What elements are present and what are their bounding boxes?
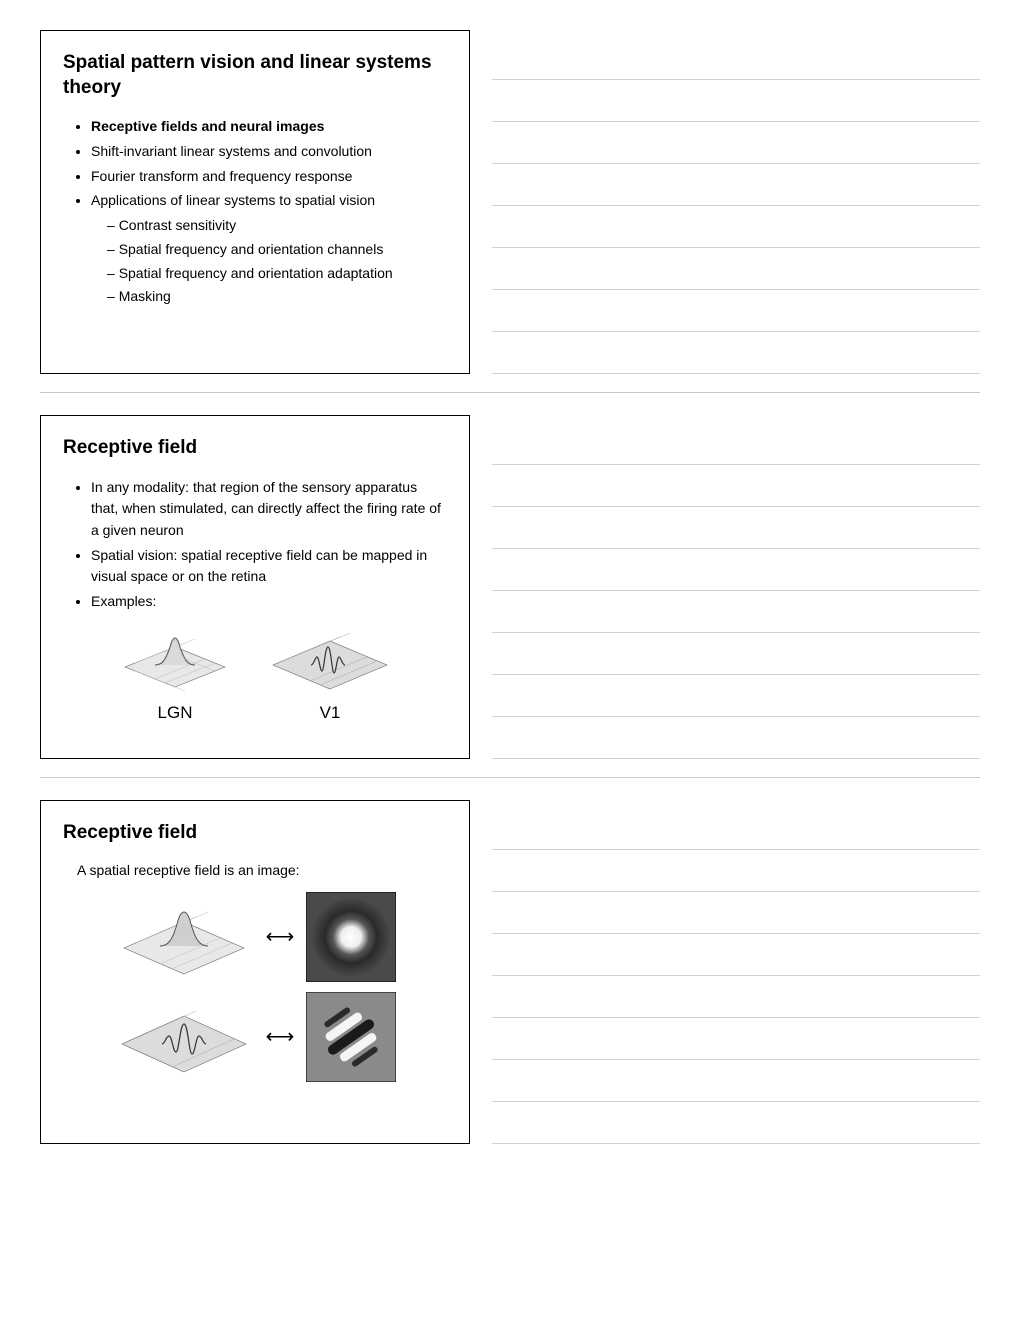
sub-list-item: Contrast sensitivity — [107, 215, 447, 237]
double-arrow-icon: ⟷ — [266, 924, 295, 949]
list-item: In any modality: that region of the sens… — [91, 477, 447, 542]
slide-3: Receptive field A spatial receptive fiel… — [40, 800, 470, 1144]
list-item: Examples: — [91, 591, 447, 613]
list-item: Receptive fields and neural images — [91, 116, 447, 138]
note-line — [492, 850, 980, 892]
figure-label: LGN — [158, 703, 193, 723]
note-line — [492, 507, 980, 549]
image-gabor-icon — [306, 992, 396, 1082]
slide-2-figures: LGN V1 — [63, 617, 447, 723]
surface-dog-icon — [114, 892, 254, 982]
row-2: Receptive field In any modality: that re… — [40, 415, 980, 759]
slide-2-bullets: In any modality: that region of the sens… — [63, 477, 447, 613]
slide-1-title: Spatial pattern vision and linear system… — [63, 51, 447, 100]
figure-label: V1 — [320, 703, 341, 723]
slide-2: Receptive field In any modality: that re… — [40, 415, 470, 759]
slide-1: Spatial pattern vision and linear system… — [40, 30, 470, 374]
note-line — [492, 549, 980, 591]
note-line — [492, 122, 980, 164]
note-line — [492, 164, 980, 206]
double-arrow-icon: ⟷ — [266, 1024, 295, 1049]
notes-panel-1 — [492, 30, 980, 374]
list-item: Applications of linear systems to spatia… — [91, 190, 447, 307]
note-line — [492, 332, 980, 374]
list-item: Spatial vision: spatial receptive field … — [91, 545, 447, 588]
note-line — [492, 934, 980, 976]
row-3: Receptive field A spatial receptive fiel… — [40, 800, 980, 1144]
note-line — [492, 451, 980, 465]
list-item-label: Applications of linear systems to spatia… — [91, 192, 375, 208]
note-line — [492, 1102, 980, 1144]
page: Spatial pattern vision and linear system… — [0, 0, 1020, 1194]
slide-2-title: Receptive field — [63, 436, 447, 461]
slide-1-bullets: Receptive fields and neural images Shift… — [63, 116, 447, 308]
figure-pair-2: ⟷ — [63, 992, 447, 1082]
separator — [40, 777, 980, 778]
surface-dog-icon — [115, 617, 235, 697]
note-line — [492, 80, 980, 122]
note-line — [492, 717, 980, 759]
slide-3-intro: A spatial receptive field is an image: — [77, 862, 447, 878]
note-line — [492, 633, 980, 675]
image-dog-icon — [306, 892, 396, 982]
note-line — [492, 976, 980, 1018]
figure-lgn: LGN — [115, 617, 235, 723]
figure-v1: V1 — [265, 617, 395, 723]
note-line — [492, 892, 980, 934]
row-1: Spatial pattern vision and linear system… — [40, 30, 980, 374]
note-line — [492, 1060, 980, 1102]
note-line — [492, 591, 980, 633]
list-item: Fourier transform and frequency response — [91, 166, 447, 188]
note-line — [492, 1018, 980, 1060]
note-line — [492, 248, 980, 290]
note-line — [492, 66, 980, 80]
notes-panel-2 — [492, 415, 980, 759]
list-item: Shift-invariant linear systems and convo… — [91, 141, 447, 163]
sub-list-item: Spatial frequency and orientation channe… — [107, 239, 447, 261]
separator — [40, 392, 980, 393]
note-line — [492, 465, 980, 507]
sub-list-item: Spatial frequency and orientation adapta… — [107, 263, 447, 285]
figure-pair-1: ⟷ — [63, 892, 447, 982]
slide-3-title: Receptive field — [63, 821, 447, 846]
surface-gabor-icon — [114, 992, 254, 1082]
note-line — [492, 836, 980, 850]
sub-list-item: Masking — [107, 286, 447, 308]
note-line — [492, 675, 980, 717]
note-line — [492, 290, 980, 332]
note-line — [492, 206, 980, 248]
notes-panel-3 — [492, 800, 980, 1144]
sub-list: Contrast sensitivity Spatial frequency a… — [91, 215, 447, 308]
surface-gabor-icon — [265, 617, 395, 697]
